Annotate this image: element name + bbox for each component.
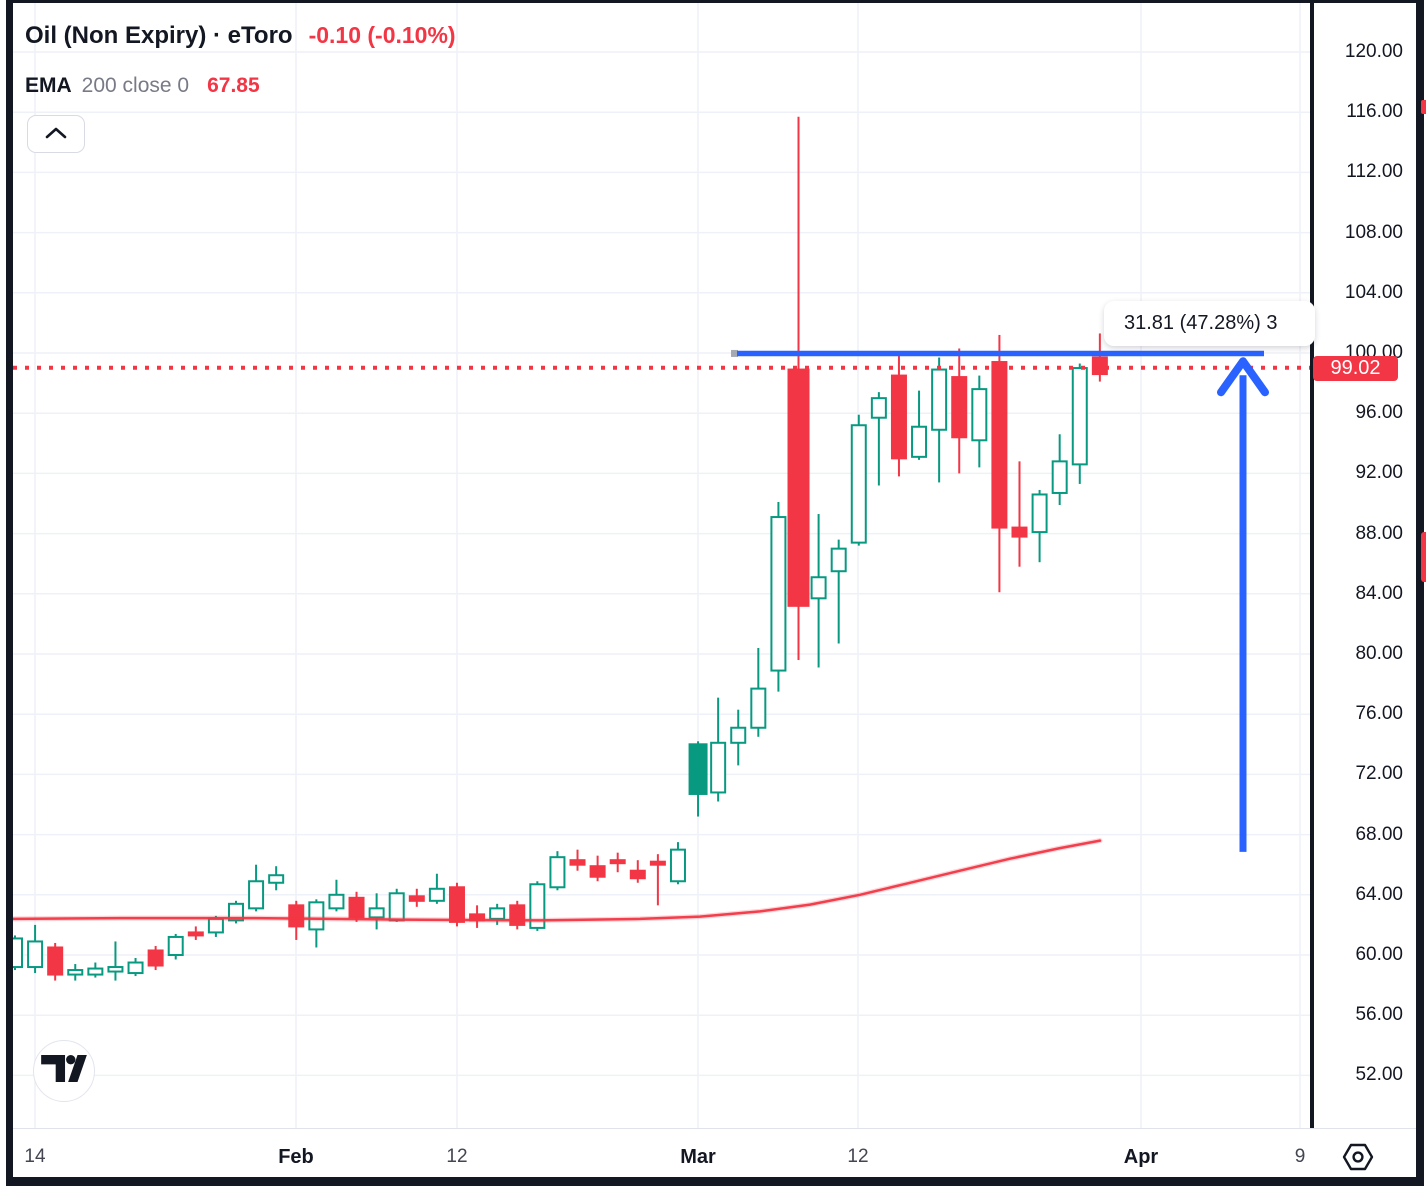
- price-tick-label: 108.00: [1344, 221, 1403, 243]
- frame-border-left: [6, 0, 13, 1186]
- time-tick-label: 9: [1294, 1146, 1306, 1167]
- price-tick-label: 96.00: [1355, 402, 1403, 424]
- frame-border-right: [1416, 0, 1424, 1186]
- indicator-value: 67.85: [207, 74, 260, 97]
- hexagon-eye-icon: [1342, 1141, 1374, 1176]
- frame-border-top: [6, 0, 1424, 3]
- clipped-red-label-artifact: [1421, 532, 1426, 582]
- price-tick-label: 76.00: [1355, 703, 1403, 725]
- price-tick-label: 72.00: [1355, 763, 1403, 785]
- indicator-row[interactable]: EMA 200 close 0 67.85: [25, 74, 260, 98]
- time-tick-label: 12: [847, 1146, 869, 1167]
- price-axis-separator: [1310, 3, 1314, 1129]
- time-tick-label: 12: [446, 1146, 468, 1167]
- clipped-red-label-artifact: [1421, 100, 1426, 114]
- price-tick-label: 92.00: [1355, 462, 1403, 484]
- price-tick-label: 84.00: [1355, 582, 1403, 604]
- indicator-params: 200 close 0: [81, 74, 190, 97]
- measure-tooltip-text: 31.81 (47.28%) 3: [1124, 312, 1278, 334]
- price-tick-label: 68.00: [1355, 823, 1403, 845]
- chart-settings-button[interactable]: [1341, 1141, 1375, 1175]
- price-tick-label: 80.00: [1355, 643, 1403, 664]
- time-tick-label: 14: [24, 1146, 46, 1167]
- tradingview-logo[interactable]: [33, 1040, 95, 1102]
- current-price-tag: 99.02: [1313, 356, 1398, 381]
- price-change: -0.10 (-0.10%): [308, 22, 456, 48]
- measure-tooltip: 31.81 (47.28%) 3: [1104, 301, 1315, 346]
- time-tick-label: Apr: [1123, 1146, 1159, 1168]
- chart-header: Oil (Non Expiry) · eToro -0.10 (-0.10%): [25, 22, 456, 50]
- price-tick-label: 88.00: [1355, 522, 1403, 544]
- time-axis-separator: [13, 1128, 1416, 1129]
- price-tick-label: 52.00: [1355, 1064, 1403, 1086]
- tradingview-logo-icon: [41, 1055, 87, 1087]
- price-tick-label: 112.00: [1346, 161, 1403, 183]
- collapse-indicators-button[interactable]: [27, 115, 85, 153]
- symbol-title[interactable]: Oil (Non Expiry) · eToro: [25, 22, 293, 49]
- indicator-name: EMA: [25, 74, 72, 97]
- price-tick-label: 60.00: [1355, 944, 1403, 965]
- price-tick-label: 116.00: [1346, 101, 1403, 123]
- price-tick-label: 104.00: [1344, 281, 1403, 303]
- price-tick-label: 64.00: [1355, 883, 1403, 905]
- price-tick-label: 56.00: [1355, 1004, 1403, 1026]
- time-tick-label: Feb: [278, 1146, 314, 1168]
- chevron-up-icon: [44, 126, 68, 143]
- frame-border-bottom: [6, 1177, 1424, 1186]
- time-tick-label: Mar: [680, 1146, 716, 1168]
- price-tick-label: 120.00: [1344, 41, 1403, 62]
